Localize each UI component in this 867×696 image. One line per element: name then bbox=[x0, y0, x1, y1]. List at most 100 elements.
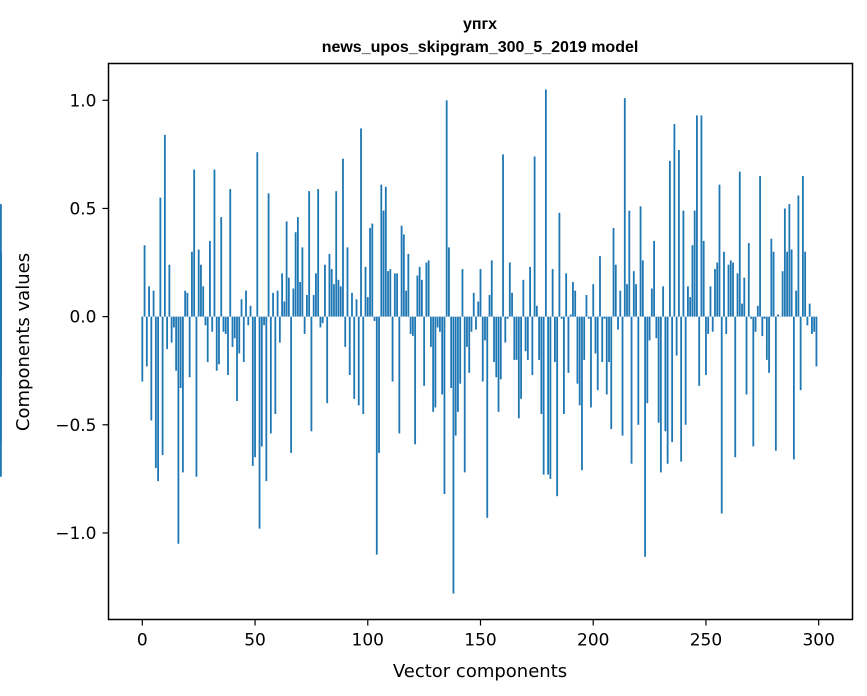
bar-component-30 bbox=[209, 240, 211, 317]
bar-component-162 bbox=[506, 316, 509, 319]
bar-component-137 bbox=[450, 316, 453, 389]
bar-component-104 bbox=[375, 316, 378, 555]
bar-component-279 bbox=[770, 238, 773, 317]
bar-component-119 bbox=[409, 316, 412, 334]
bar-component-166 bbox=[515, 316, 518, 360]
bar-component-237 bbox=[675, 316, 678, 356]
bar-component-94 bbox=[353, 316, 356, 399]
bar-component-222 bbox=[641, 260, 644, 317]
bar-component-206 bbox=[605, 316, 608, 395]
bar-component-190 bbox=[569, 314, 572, 317]
bar-component-238 bbox=[678, 150, 680, 317]
bar-component-184 bbox=[556, 316, 559, 497]
bar-component-269 bbox=[747, 243, 750, 317]
bar-component-12 bbox=[168, 264, 171, 317]
bar-component-173 bbox=[531, 316, 534, 376]
bar-component-107 bbox=[382, 210, 385, 317]
bar-component-73 bbox=[306, 294, 308, 317]
bar-component-28 bbox=[204, 316, 207, 326]
bar-component-50 bbox=[254, 316, 256, 458]
bar-component-143 bbox=[463, 316, 466, 473]
bar-component-128 bbox=[430, 316, 432, 347]
bar-component-26 bbox=[200, 264, 202, 317]
bar-component-22 bbox=[191, 251, 193, 317]
bar-component-114 bbox=[398, 316, 401, 434]
bar-component-150 bbox=[479, 269, 482, 317]
bar-component-187 bbox=[563, 316, 565, 414]
bar-component-49 bbox=[251, 316, 254, 466]
bar-component-63 bbox=[283, 301, 286, 317]
bar-component-218 bbox=[632, 271, 635, 317]
bar-component-40 bbox=[231, 316, 234, 347]
bar-component-226 bbox=[650, 288, 653, 317]
bar-component-250 bbox=[705, 316, 707, 376]
bar-component-84 bbox=[330, 269, 333, 317]
x-axis-ticks: 0 50 100 150 200 250 300 bbox=[137, 619, 835, 651]
bar-component-154 bbox=[488, 294, 491, 317]
bar-component-93 bbox=[351, 292, 353, 317]
bar-component-214 bbox=[623, 98, 626, 317]
bar-component-92 bbox=[348, 316, 351, 376]
bar-component-110 bbox=[389, 269, 392, 317]
bar-component-288 bbox=[790, 249, 793, 317]
x-tick-label: 150 bbox=[464, 631, 496, 651]
bar-component-253 bbox=[711, 316, 714, 332]
bar-component-8 bbox=[159, 197, 162, 317]
bar-component-291 bbox=[797, 195, 800, 317]
bar-component-9 bbox=[161, 316, 164, 456]
bar-component-264 bbox=[736, 273, 739, 317]
bar-component-290 bbox=[795, 290, 798, 317]
bar-component-246 bbox=[696, 115, 698, 317]
bar-component-172 bbox=[529, 266, 531, 317]
bar-component-109 bbox=[387, 271, 389, 317]
bar-component-17 bbox=[179, 316, 182, 389]
x-axis-label: Vector components bbox=[393, 661, 567, 682]
bar-component-3 bbox=[148, 286, 150, 317]
bar-component-280 bbox=[772, 251, 775, 317]
bar-component-299 bbox=[815, 316, 818, 367]
bar-component-171 bbox=[526, 316, 529, 360]
bar-component-95 bbox=[355, 299, 358, 317]
y-tick-label: 1.0 bbox=[69, 91, 96, 111]
bar-component-271 bbox=[752, 316, 755, 447]
bar-component-277 bbox=[765, 316, 768, 360]
bar-component-24 bbox=[195, 316, 198, 477]
bar-component-261 bbox=[729, 260, 732, 317]
bar-component-265 bbox=[738, 171, 741, 317]
bar-component-274 bbox=[759, 176, 761, 317]
bar-component-122 bbox=[416, 275, 419, 317]
bar-component-228 bbox=[655, 316, 658, 339]
x-tick-label: 250 bbox=[690, 631, 722, 651]
bar-component-66 bbox=[290, 316, 293, 453]
bar-component-45 bbox=[242, 316, 245, 363]
bar-component-188 bbox=[565, 273, 568, 317]
bar-component-121 bbox=[414, 316, 417, 445]
bar-component-115 bbox=[400, 225, 403, 317]
bar-component-136 bbox=[448, 247, 450, 317]
bar-component-275 bbox=[761, 316, 764, 337]
bar-component-100 bbox=[366, 297, 369, 317]
bar-component-176 bbox=[538, 316, 541, 360]
bar-component-210 bbox=[614, 264, 617, 317]
bar-component-113 bbox=[396, 273, 398, 317]
bar-component-19 bbox=[184, 290, 187, 317]
bar-component-60 bbox=[276, 290, 279, 317]
bar-component-15 bbox=[175, 316, 178, 371]
bar-component-227 bbox=[653, 240, 655, 317]
bar-component-225 bbox=[648, 316, 651, 341]
bar-component-91 bbox=[346, 247, 349, 317]
x-tick-label: 50 bbox=[244, 631, 266, 651]
bar-component-157 bbox=[495, 316, 498, 378]
bar-component-239 bbox=[680, 316, 683, 462]
bar-component-90 bbox=[344, 316, 347, 347]
bar-component-220 bbox=[637, 316, 640, 425]
bar-component-101 bbox=[369, 227, 371, 317]
bar-component-46 bbox=[245, 290, 247, 317]
bar-component-62 bbox=[281, 273, 283, 317]
bar-component-229 bbox=[657, 316, 660, 423]
bar-component-14 bbox=[172, 316, 175, 328]
bar-component-67 bbox=[292, 288, 295, 317]
bar-component-194 bbox=[578, 316, 581, 406]
bar-component-211 bbox=[617, 316, 619, 330]
